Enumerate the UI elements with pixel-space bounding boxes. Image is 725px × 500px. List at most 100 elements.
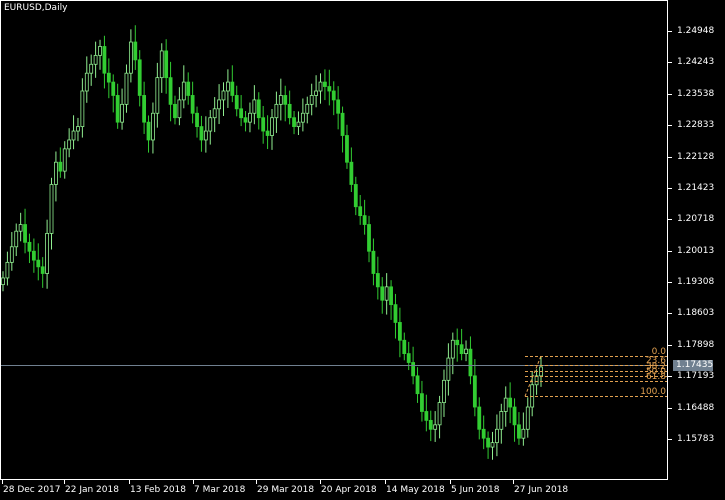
candle-body[interactable] (84, 72, 89, 92)
candle-body[interactable] (375, 273, 380, 288)
candle-body[interactable] (49, 184, 54, 234)
candle-body[interactable] (499, 411, 504, 430)
candle-body[interactable] (367, 224, 371, 252)
candle-body[interactable] (278, 95, 283, 105)
candle-body[interactable] (477, 406, 482, 430)
candle-body[interactable] (450, 339, 455, 359)
candle-body[interactable] (120, 103, 124, 123)
candle-body[interactable] (190, 95, 195, 114)
candle-body[interactable] (208, 117, 213, 132)
candle-body[interactable] (14, 230, 19, 248)
candle-body[interactable] (67, 139, 72, 150)
candle-body[interactable] (181, 81, 186, 101)
candle-body[interactable] (226, 81, 230, 92)
candle-body[interactable] (155, 77, 160, 114)
candle-body[interactable] (23, 224, 27, 243)
candle-body[interactable] (309, 95, 314, 105)
candle-body[interactable] (195, 112, 199, 128)
candle-body[interactable] (124, 72, 129, 105)
candle-body[interactable] (265, 130, 270, 136)
candle-body[interactable] (389, 286, 393, 306)
candle-body[interactable] (446, 357, 451, 381)
candle-body[interactable] (274, 103, 279, 119)
candle-body[interactable] (428, 419, 433, 430)
candle-body[interactable] (40, 266, 45, 274)
candle-body[interactable] (424, 411, 429, 421)
candle-body[interactable] (283, 95, 288, 105)
candle-body[interactable] (115, 95, 120, 123)
candle-body[interactable] (402, 339, 407, 355)
candle-body[interactable] (252, 99, 257, 114)
candle-body[interactable] (358, 206, 363, 217)
candle-body[interactable] (455, 339, 460, 346)
candle-body[interactable] (318, 81, 323, 92)
candle-body[interactable] (287, 103, 292, 119)
candle-body[interactable] (234, 95, 239, 110)
candle-body[interactable] (199, 126, 204, 141)
fibo-trend-line[interactable] (524, 355, 542, 397)
candle-body[interactable] (256, 99, 261, 119)
candle-body[interactable] (177, 99, 182, 119)
candle-body[interactable] (54, 161, 58, 185)
candle-body[interactable] (411, 362, 416, 377)
candle-body[interactable] (18, 224, 23, 232)
candle-body[interactable] (62, 148, 67, 172)
candle-body[interactable] (495, 428, 499, 444)
candle-body[interactable] (159, 50, 164, 79)
candle-body[interactable] (80, 90, 85, 128)
candle-body[interactable] (433, 424, 438, 430)
candle-body[interactable] (146, 121, 151, 141)
candle-body[interactable] (353, 184, 358, 208)
candle-body[interactable] (239, 108, 244, 119)
candle-body[interactable] (71, 130, 76, 141)
candle-body[interactable] (102, 46, 107, 74)
candle-body[interactable] (270, 117, 274, 136)
candle-body[interactable] (393, 304, 398, 323)
candle-body[interactable] (380, 286, 385, 301)
candle-body[interactable] (186, 81, 191, 96)
candle-body[interactable] (1, 277, 5, 286)
candle-body[interactable] (76, 126, 80, 132)
candle-body[interactable] (9, 246, 14, 263)
candle-body[interactable] (212, 108, 217, 119)
candle-body[interactable] (111, 81, 116, 96)
candle-body[interactable] (173, 103, 177, 119)
candle-body[interactable] (327, 86, 332, 92)
candle-body[interactable] (98, 46, 102, 56)
candle-body[interactable] (481, 428, 486, 439)
candle-body[interactable] (420, 393, 424, 412)
candle-body[interactable] (468, 348, 473, 377)
candle-body[interactable] (525, 406, 530, 430)
candle-body[interactable] (203, 130, 208, 141)
candle-body[interactable] (5, 261, 10, 279)
candle-body[interactable] (106, 72, 111, 83)
candle-body[interactable] (36, 259, 41, 268)
candle-body[interactable] (221, 90, 226, 101)
candle-body[interactable] (137, 59, 142, 96)
candle-body[interactable] (512, 406, 517, 426)
candle-body[interactable] (521, 428, 526, 439)
candle-body[interactable] (133, 41, 138, 61)
candle-body[interactable] (248, 112, 252, 123)
candle-body[interactable] (230, 81, 235, 96)
candle-body[interactable] (314, 90, 318, 96)
candle-body[interactable] (305, 103, 310, 114)
candle-body[interactable] (142, 95, 147, 123)
candle-body[interactable] (362, 215, 367, 225)
candle-body[interactable] (31, 250, 36, 261)
candle-body[interactable] (503, 397, 508, 412)
candle-body[interactable] (151, 112, 155, 141)
candle-body[interactable] (168, 77, 173, 105)
candle-body[interactable] (406, 353, 411, 363)
candle-body[interactable] (345, 135, 349, 163)
candle-body[interactable] (490, 442, 495, 448)
candle-body[interactable] (164, 50, 169, 79)
candle-body[interactable] (371, 250, 376, 274)
candle-body[interactable] (296, 121, 301, 128)
candle-body[interactable] (349, 161, 354, 185)
candle-body[interactable] (58, 161, 63, 172)
candle-body[interactable] (397, 322, 402, 341)
candle-body[interactable] (534, 375, 539, 386)
